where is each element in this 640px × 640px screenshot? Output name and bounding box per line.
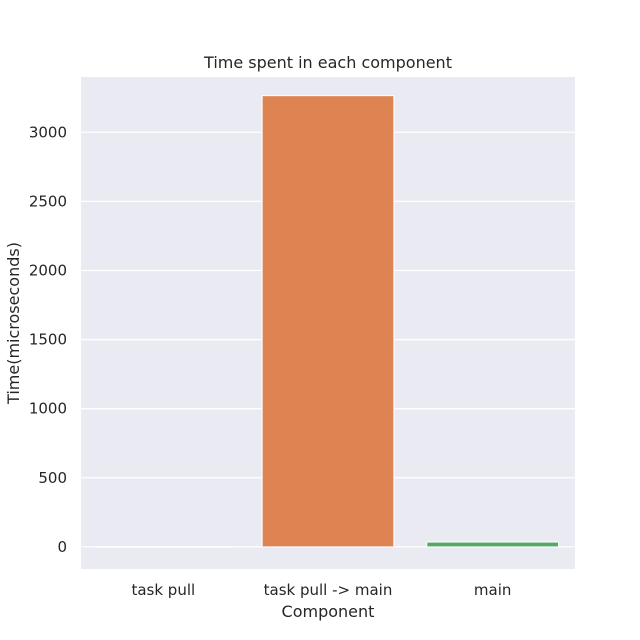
y-tick-label: 1000 (29, 400, 67, 418)
y-axis-label: Time(microseconds) (4, 242, 23, 405)
y-tick-label: 500 (38, 469, 67, 487)
y-tick-label: 2500 (29, 192, 67, 210)
x-tick-label: task pull (131, 581, 195, 599)
x-tick-label: task pull -> main (264, 581, 393, 599)
x-tick-label: main (474, 581, 511, 599)
x-tick-labels: task pull task pull -> main main (131, 581, 511, 599)
bar-task-pull-main (261, 95, 395, 548)
y-tick-label: 2000 (29, 261, 67, 279)
bar-main (426, 541, 560, 548)
y-tick-label: 3000 (29, 123, 67, 141)
chart-title: Time spent in each component (203, 53, 452, 72)
x-axis-label: Component (282, 602, 375, 621)
bars (96, 95, 560, 548)
y-tick-labels: 0 500 1000 1500 2000 2500 3000 (29, 123, 67, 556)
y-tick-label: 1500 (29, 331, 67, 349)
y-tick-label: 0 (57, 538, 67, 556)
bar-task-pull (96, 546, 230, 548)
